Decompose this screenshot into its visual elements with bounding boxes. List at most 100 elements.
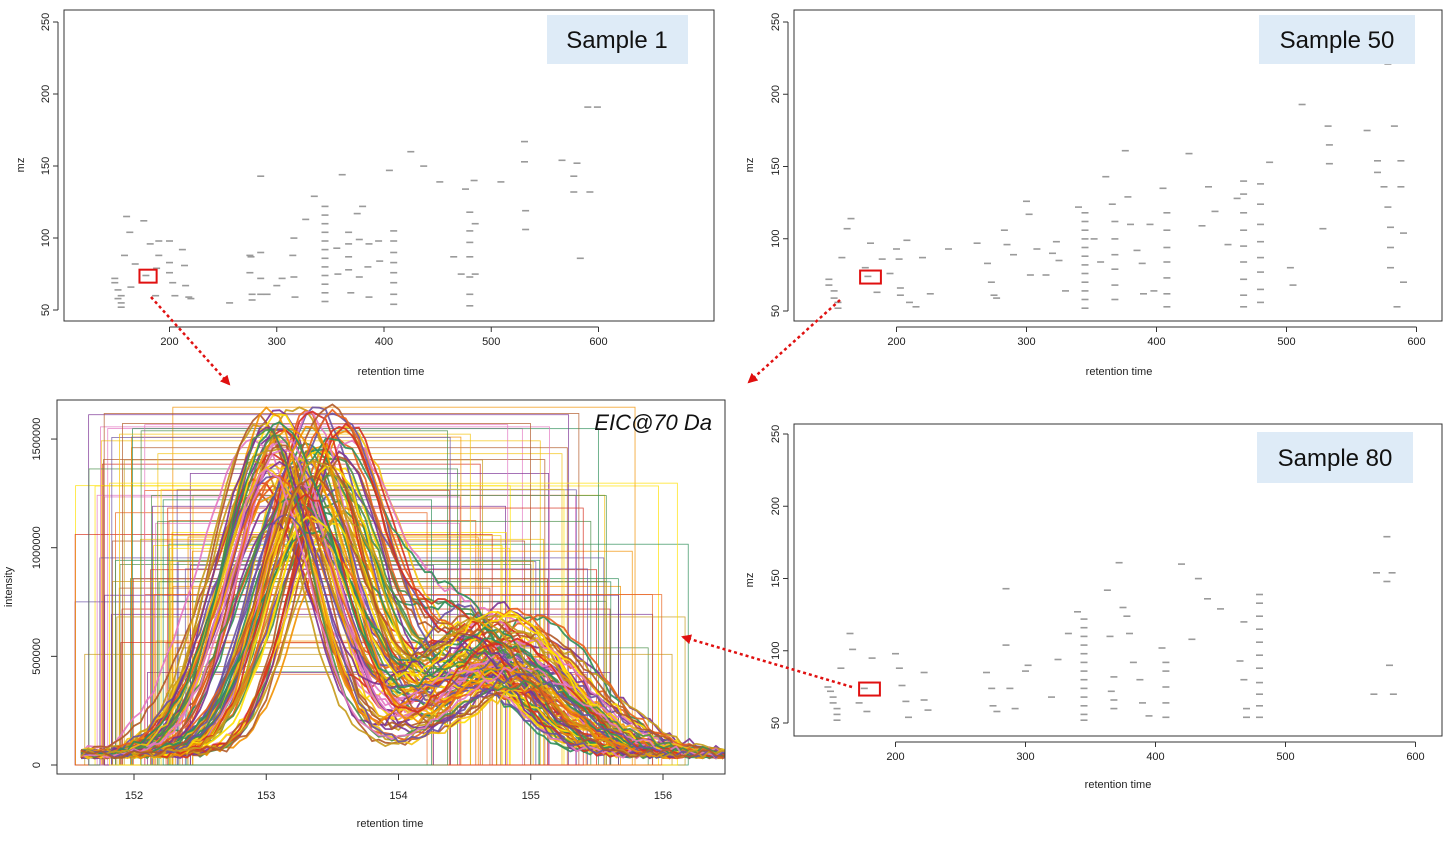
sample-1-feature-mark — [345, 231, 353, 234]
sample-1-feature-mark — [155, 254, 163, 257]
sample-50-feature-mark — [1111, 284, 1119, 286]
sample-50-feature-mark — [1374, 171, 1381, 174]
sample-80-feature-mark — [1080, 713, 1088, 716]
sample-1-feature-mark — [290, 276, 298, 278]
sample-80-feature-mark — [829, 696, 837, 698]
sample-80-feature-mark — [833, 713, 841, 716]
sample-50-y-tick-label: 200 — [770, 85, 782, 103]
sample-80-feature-mark — [902, 700, 910, 703]
sample-1-feature-mark — [466, 256, 474, 258]
sample-50-features — [825, 63, 1407, 309]
sample-1-y-tick-label: 200 — [40, 85, 52, 103]
sample-80-feature-mark — [1162, 716, 1170, 719]
sample-80-feature-mark — [1236, 660, 1244, 662]
sample-1-feature-mark — [131, 263, 139, 265]
sample-80-feature-mark — [833, 707, 841, 710]
sample-80-feature-mark — [1002, 644, 1010, 646]
sample-1-feature-mark — [584, 106, 592, 108]
sample-50-feature-mark — [1240, 229, 1248, 231]
arrow-sample-50-to-eic — [747, 299, 841, 384]
sample-1-y-tick-label: 250 — [40, 13, 52, 31]
sample-80-feature-mark — [1110, 707, 1118, 710]
sample-80-x-tick-label: 400 — [1146, 751, 1164, 763]
sample-80-feature-mark — [1107, 690, 1115, 693]
sample-1-feature-mark — [152, 294, 160, 297]
sample-50-feature-mark — [1286, 266, 1294, 269]
sample-50-feature-mark — [1042, 274, 1050, 276]
sample-50-feature-mark — [1185, 152, 1193, 155]
sample-80-feature-mark — [1388, 572, 1396, 574]
sample-50-feature-mark — [1325, 144, 1333, 146]
sample-1-feature-mark — [263, 293, 271, 296]
sample-50-feature-mark — [1081, 238, 1089, 240]
sample-1-highlight-box — [138, 268, 158, 284]
sample-50-feature-mark — [1257, 288, 1264, 291]
sample-1-feature-mark — [166, 271, 173, 274]
sample-50-feature-mark — [1266, 161, 1274, 164]
sample-50-feature-mark — [1374, 160, 1381, 162]
sample-50-feature-mark — [1090, 238, 1098, 240]
sample-1-feature-mark — [114, 289, 122, 291]
sample-80-feature-mark — [1389, 693, 1397, 695]
sample-1-feature-mark — [390, 230, 398, 232]
sample-50-feature-mark — [1240, 278, 1248, 281]
sample-50-feature-mark — [1127, 223, 1134, 226]
sample-1-y-tick-label: 50 — [40, 304, 52, 316]
sample-1-feature-mark — [246, 254, 254, 257]
sample-50-feature-mark — [1081, 290, 1089, 292]
sample-80-feature-mark — [1022, 670, 1029, 672]
sample-80-feature-mark — [1256, 667, 1263, 669]
sample-80-feature-mark — [920, 699, 928, 701]
sample-1-feature-mark — [347, 292, 355, 294]
sample-50-feature-mark — [903, 239, 911, 242]
sample-1-y-axis: 50 100 150 200 250 — [40, 13, 59, 316]
sample-1-feature-mark — [570, 175, 578, 177]
sample-80-y-tick-label: 250 — [770, 425, 782, 443]
sample-50-highlight-rect — [859, 269, 882, 285]
sample-50-feature-mark — [1026, 274, 1034, 276]
sample-1-feature-mark — [114, 297, 122, 300]
sample-80-feature-mark — [846, 632, 854, 635]
sample-1-feature-mark — [321, 214, 329, 216]
sample-50-feature-mark — [886, 272, 894, 275]
sample-80-feature-mark — [1064, 632, 1072, 635]
sample-80-feature-mark — [1115, 561, 1123, 564]
sample-1-feature-mark — [436, 181, 444, 183]
sample-50-feature-mark — [1319, 227, 1327, 230]
sample-1-feature-mark — [522, 228, 530, 231]
sample-1-feature-mark — [338, 173, 346, 176]
sample-80-y-tick-label: 100 — [770, 642, 782, 660]
sample-1-feature-mark — [123, 215, 131, 218]
sample-80-feature-mark — [920, 671, 928, 674]
sample-80-feature-mark — [1080, 626, 1088, 629]
sample-1-feature-mark — [140, 220, 148, 222]
sample-50-feature-mark — [1198, 225, 1206, 227]
sample-50-feature-mark — [1102, 175, 1110, 178]
sample-1-feature-mark — [558, 159, 566, 162]
sample-50-feature-mark — [912, 306, 920, 308]
sample-80-x-axis: 200 300 400 500 600 — [886, 741, 1425, 763]
sample-50-x-tick-label: 500 — [1277, 336, 1295, 348]
sample-80-feature-mark — [1162, 686, 1170, 688]
sample-50-feature-mark — [1211, 210, 1219, 213]
sample-80-feature-mark — [1080, 661, 1088, 664]
sample-80-x-tick-label: 300 — [1016, 751, 1034, 763]
sample-80-feature-mark — [892, 652, 899, 655]
sample-1-feature-mark — [289, 254, 297, 257]
sample-50-feature-mark — [830, 290, 838, 292]
sample-1-feature-mark — [570, 191, 578, 193]
sample-50-feature-mark — [1111, 238, 1119, 240]
sample-50-feature-mark — [1124, 196, 1132, 198]
sample-50-feature-mark — [1138, 262, 1146, 265]
sample-80-y-label: mz — [744, 573, 756, 588]
sample-50-feature-mark — [834, 307, 842, 309]
sample-50-feature-mark — [1240, 245, 1248, 247]
sample-1-feature-mark — [257, 293, 265, 296]
sample-1-feature-mark — [321, 283, 329, 285]
sample-80-feature-mark — [868, 657, 876, 659]
sample-80-feature-mark — [1162, 661, 1170, 664]
sample-50-feature-mark — [1081, 255, 1089, 257]
sample-80-feature-mark — [924, 709, 932, 711]
eic-chromatogram-curve — [80, 459, 725, 759]
sample-50-feature-mark — [1257, 256, 1264, 259]
